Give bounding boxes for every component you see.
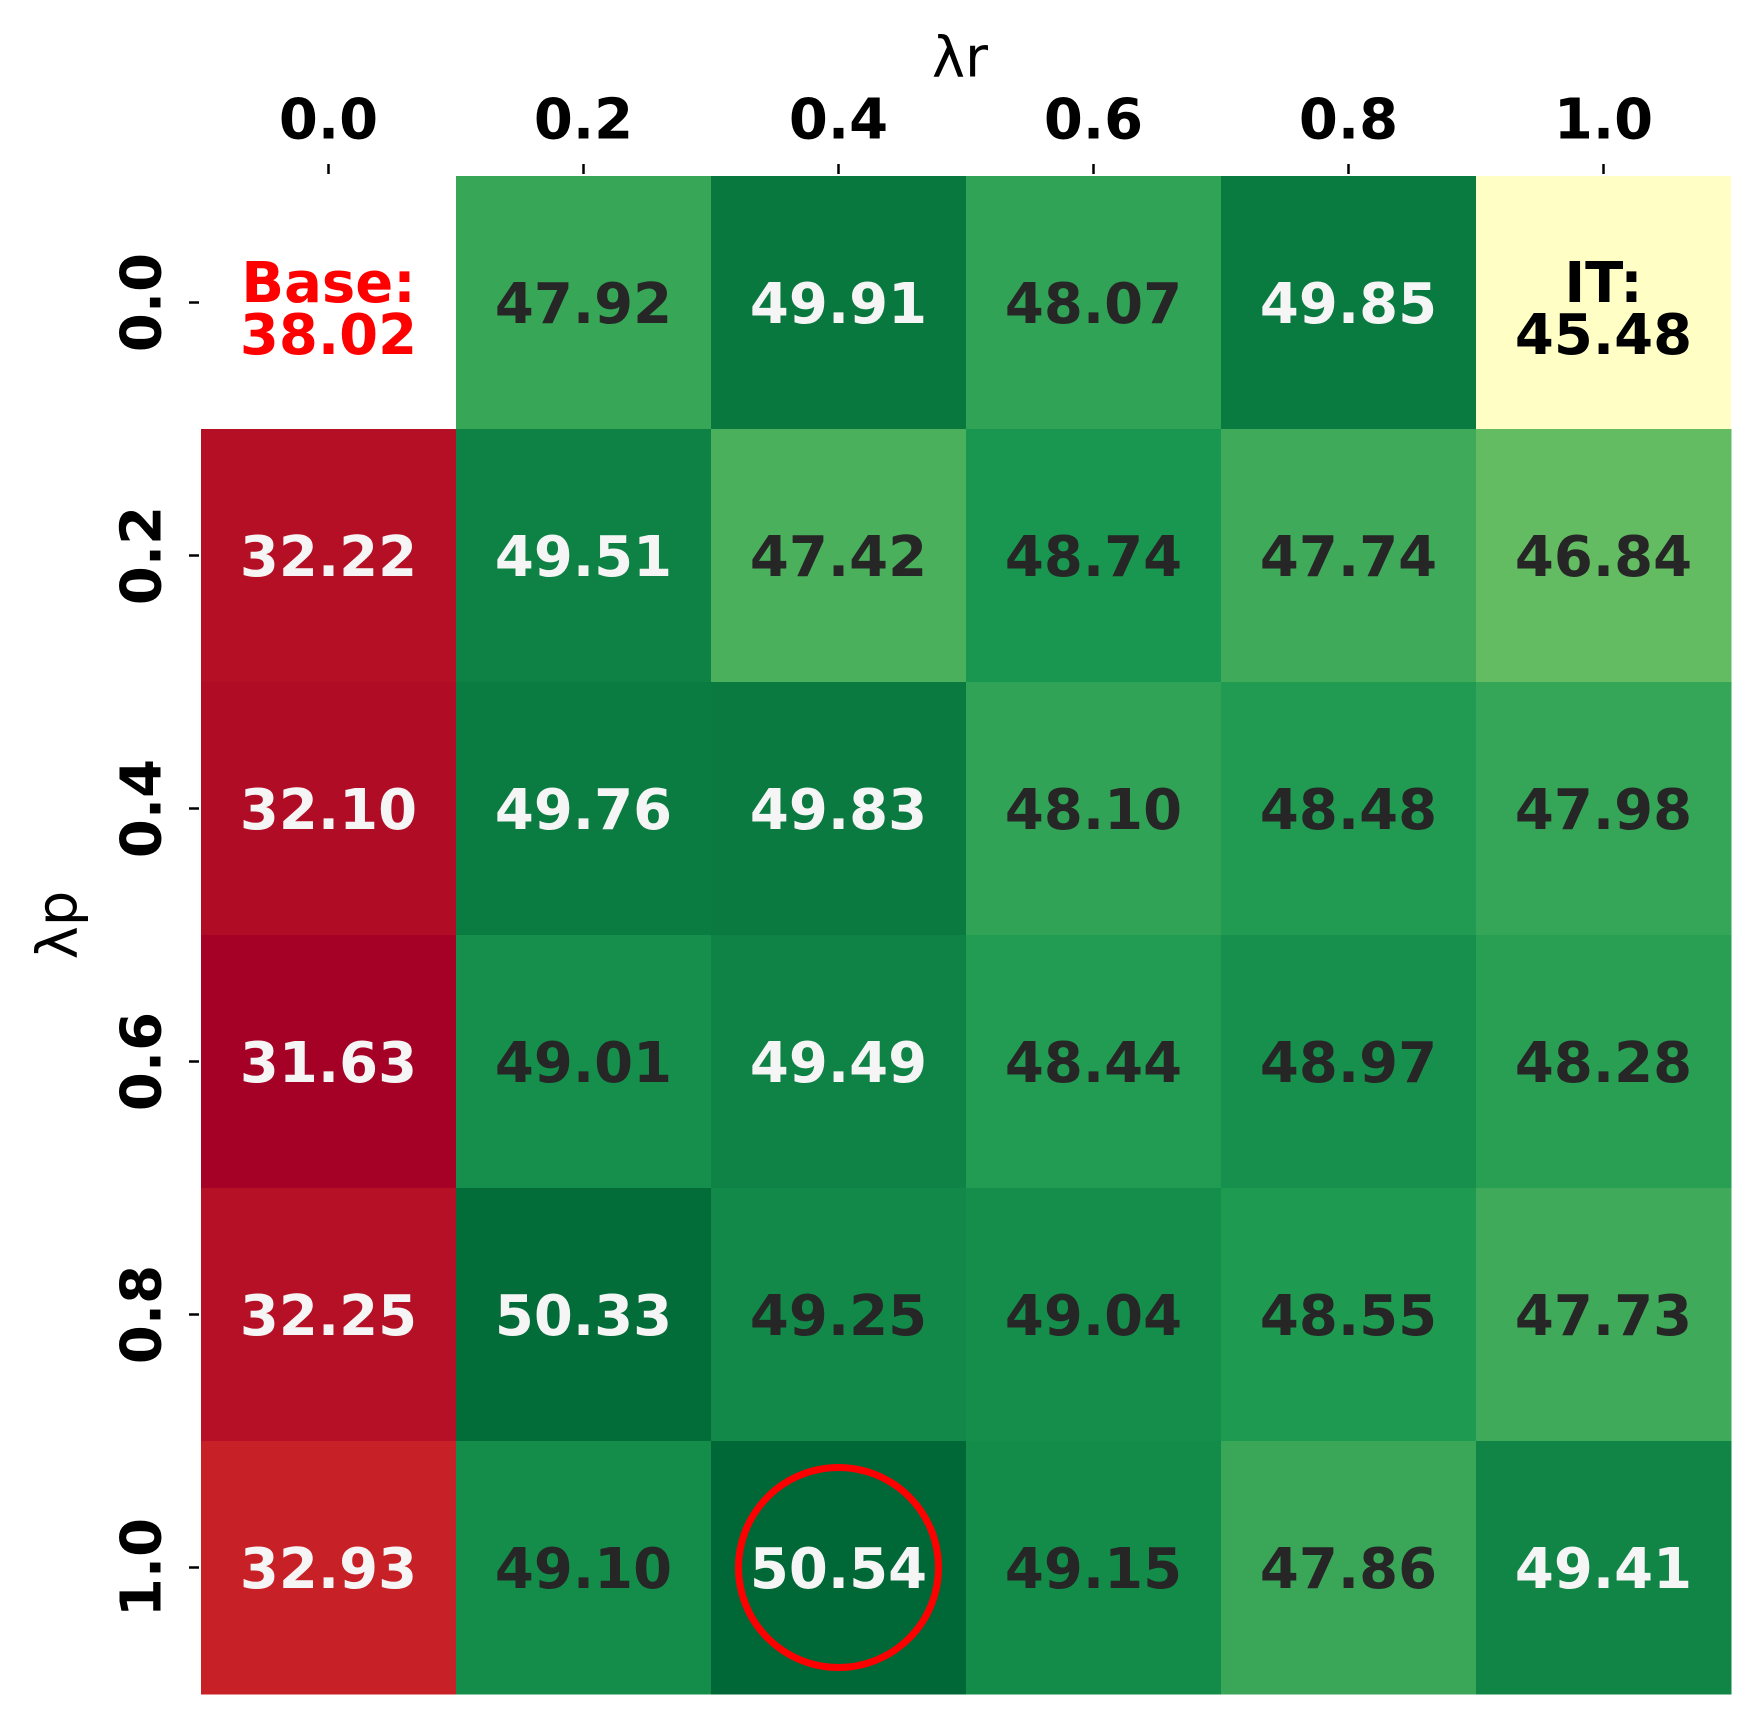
- y-axis-label: λp: [26, 891, 91, 960]
- y-tick-label: 0.6: [110, 1012, 175, 1111]
- y-tick-label: 0.4: [110, 759, 175, 858]
- heatmap-cell: [1221, 935, 1477, 1189]
- heatmap-cell: [1476, 1188, 1732, 1442]
- heatmap-cell-special: [201, 176, 456, 429]
- heatmap-cell: [201, 935, 457, 1189]
- heatmap-cell: [966, 682, 1222, 936]
- heatmap-cell-value: 48.28: [1515, 1031, 1692, 1096]
- heatmap-cell: [1476, 935, 1732, 1189]
- heatmap-cell: [1476, 682, 1732, 936]
- heatmap-cell-value: 32.93: [240, 1537, 417, 1602]
- x-tick-label: 0.2: [534, 88, 633, 153]
- heatmap-cell-value: 48.44: [1005, 1031, 1182, 1096]
- heatmap-cell-value: 49.51: [495, 525, 672, 590]
- x-tick-label: 0.8: [1299, 88, 1398, 153]
- heatmap-cell-value: 49.49: [750, 1031, 927, 1096]
- heatmap-cell-value: 49.10: [495, 1537, 672, 1602]
- heatmap-cell-value: 47.98: [1515, 778, 1692, 843]
- heatmap-cell-value: 48.10: [1005, 778, 1182, 843]
- heatmap-cell: [1476, 1441, 1732, 1695]
- heatmap-cell: [966, 935, 1222, 1189]
- heatmap-cell: [711, 1441, 967, 1695]
- heatmap-cell-value: 49.25: [750, 1284, 927, 1349]
- heatmap-axes: 0.0 0.2 0.4 0.6 0.8 1.0 λr 0.0 0.2 0.4 0.6 0.8 1.0 λp: [26, 26, 1654, 1618]
- heatmap-cell: [966, 1188, 1222, 1442]
- heatmap-cell-value: 47.92: [495, 272, 672, 337]
- heatmap-cell-value: 46.84: [1515, 525, 1692, 590]
- highlight-circle: [735, 1464, 942, 1671]
- heatmap-cell-value: 49.04: [1005, 1284, 1182, 1349]
- special-cell-label: IT:: [1564, 251, 1642, 316]
- heatmap-cell: [966, 429, 1222, 683]
- heatmap-cell: [456, 682, 712, 936]
- heatmap-cell-value: 49.41: [1515, 1537, 1692, 1602]
- heatmap-cell: [1221, 176, 1477, 430]
- heatmap-cell-value: 32.22: [240, 525, 417, 590]
- heatmap-cell: [456, 176, 712, 430]
- heatmap-cell: [966, 176, 1222, 430]
- special-cell-label: Base:: [241, 251, 415, 316]
- heatmap-cell: [711, 176, 967, 430]
- special-cell-value: 45.48: [1515, 303, 1692, 368]
- heatmap-cell-value: 48.07: [1005, 272, 1182, 337]
- x-axis-label: λr: [932, 26, 989, 91]
- heatmap-cell: [201, 682, 457, 936]
- heatmap-cell: [456, 429, 712, 683]
- heatmap-cell: [201, 429, 457, 683]
- heatmap-cell: [966, 1441, 1222, 1695]
- heatmap-cell-value: 47.86: [1260, 1537, 1437, 1602]
- y-tick-label: 0.2: [110, 506, 175, 605]
- heatmap-cell: [711, 429, 967, 683]
- heatmap-cells: [201, 176, 1732, 1695]
- heatmap-cell-special: [1476, 176, 1731, 429]
- heatmap-cell-value: 48.97: [1260, 1031, 1437, 1096]
- heatmap-cell-value: 47.42: [750, 525, 927, 590]
- heatmap-cell-value: 31.63: [240, 1031, 417, 1096]
- heatmap-overlay: [735, 1464, 942, 1671]
- x-tick-label: 1.0: [1554, 88, 1653, 153]
- x-tick-label: 0.0: [279, 88, 378, 153]
- heatmap-cell-value: 47.74: [1260, 525, 1437, 590]
- heatmap-cell-value: 50.33: [495, 1284, 672, 1349]
- heatmap-cell-value: 49.85: [1260, 272, 1437, 337]
- heatmap-cell: [1221, 1188, 1477, 1442]
- heatmap-cell-value: 49.15: [1005, 1537, 1182, 1602]
- heatmap-cell: [456, 1188, 712, 1442]
- heatmap-cell-value: 49.91: [750, 272, 927, 337]
- heatmap-cell: [1476, 429, 1732, 683]
- heatmap-cell: [1221, 682, 1477, 936]
- heatmap-cell: [456, 935, 712, 1189]
- heatmap-cell: [1221, 429, 1477, 683]
- heatmap-cell-value: 49.83: [750, 778, 927, 843]
- heatmap-cell-value: 48.74: [1005, 525, 1182, 590]
- heatmap-cell: [711, 935, 967, 1189]
- heatmap-cell-value: 49.76: [495, 778, 672, 843]
- heatmap-cell-value: 32.25: [240, 1284, 417, 1349]
- heatmap-cell-value: 49.01: [495, 1031, 672, 1096]
- heatmap-cell: [711, 682, 967, 936]
- heatmap-cell: [1221, 1441, 1477, 1695]
- x-tick-label: 0.4: [789, 88, 888, 153]
- heatmap-cell-value: 32.10: [240, 778, 417, 843]
- heatmap-cell: [456, 1441, 712, 1695]
- heatmap-cell-value: 50.54: [750, 1537, 927, 1602]
- heatmap-cell-value: 48.55: [1260, 1284, 1437, 1349]
- y-tick-label: 0.0: [110, 253, 175, 352]
- y-tick-label: 1.0: [110, 1518, 175, 1617]
- x-tick-label: 0.6: [1044, 88, 1143, 153]
- heatmap-cell: [201, 1441, 457, 1695]
- heatmap-cell-value: 47.73: [1515, 1284, 1692, 1349]
- heatmap-cell-value: 48.48: [1260, 778, 1437, 843]
- heatmap-cell: [711, 1188, 967, 1442]
- heatmap-cell-labels: Base:38.02 47.92 49.91 48.07 49.85 IT:45.48 32…: [240, 251, 1692, 1602]
- heatmap-cell: [201, 1188, 457, 1442]
- special-cell-value: 38.02: [240, 303, 417, 368]
- y-tick-label: 0.8: [110, 1265, 175, 1364]
